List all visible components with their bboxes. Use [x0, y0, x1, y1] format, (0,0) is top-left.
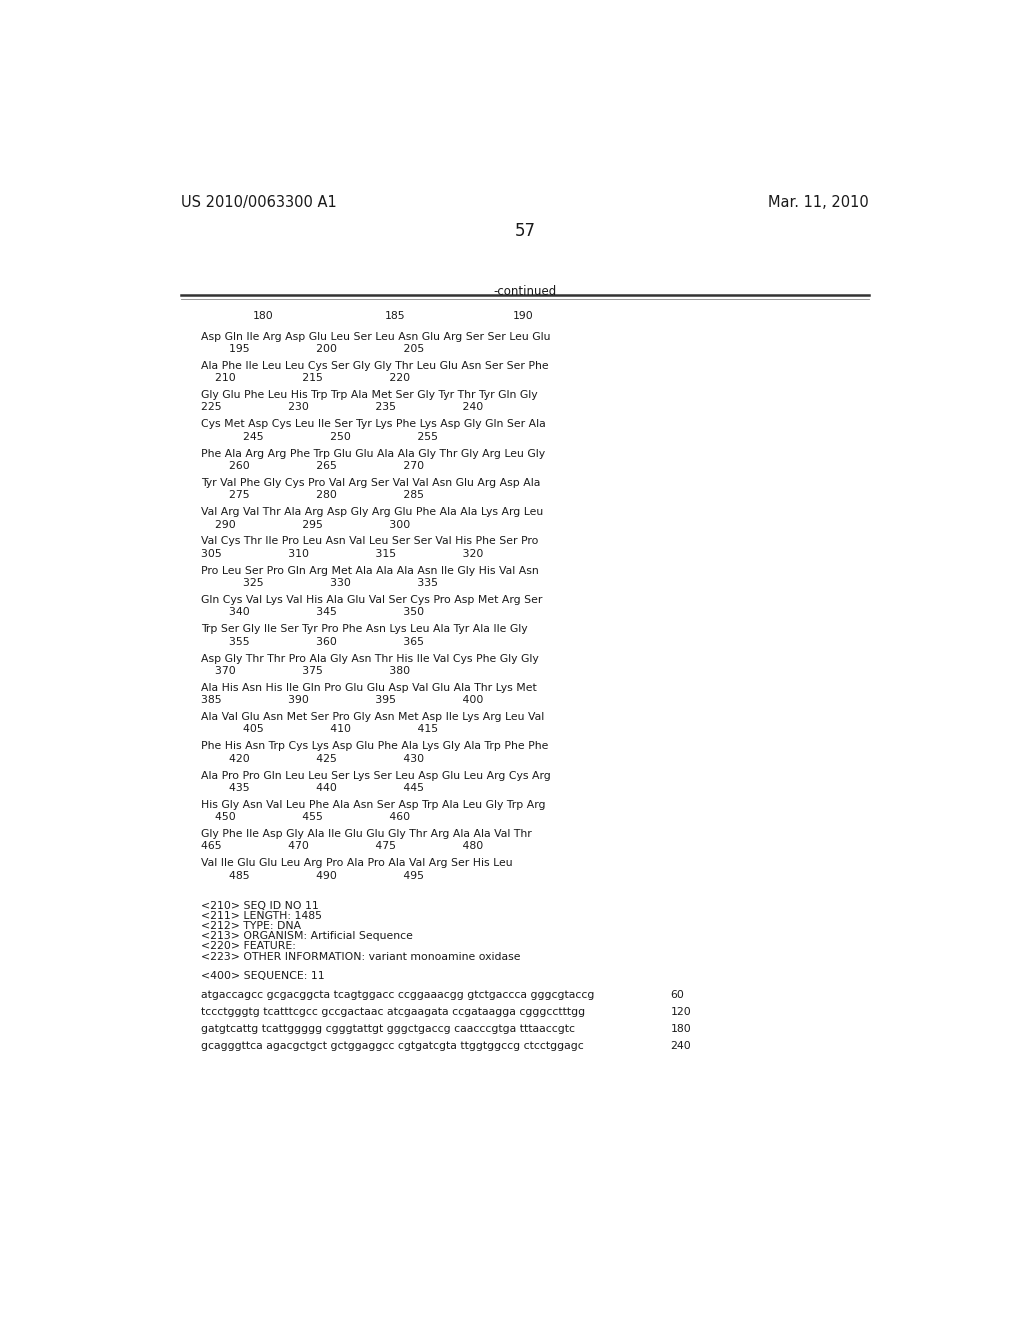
- Text: Gly Glu Phe Leu His Trp Trp Ala Met Ser Gly Tyr Thr Tyr Gln Gly: Gly Glu Phe Leu His Trp Trp Ala Met Ser …: [201, 391, 538, 400]
- Text: 420                   425                   430: 420 425 430: [201, 754, 424, 763]
- Text: Ala Pro Pro Gln Leu Leu Ser Lys Ser Leu Asp Glu Leu Arg Cys Arg: Ala Pro Pro Gln Leu Leu Ser Lys Ser Leu …: [201, 771, 551, 780]
- Text: <213> ORGANISM: Artificial Sequence: <213> ORGANISM: Artificial Sequence: [201, 932, 413, 941]
- Text: <212> TYPE: DNA: <212> TYPE: DNA: [201, 921, 301, 932]
- Text: His Gly Asn Val Leu Phe Ala Asn Ser Asp Trp Ala Leu Gly Trp Arg: His Gly Asn Val Leu Phe Ala Asn Ser Asp …: [201, 800, 546, 809]
- Text: Phe Ala Arg Arg Phe Trp Glu Glu Ala Ala Gly Thr Gly Arg Leu Gly: Phe Ala Arg Arg Phe Trp Glu Glu Ala Ala …: [201, 449, 545, 458]
- Text: 340                   345                   350: 340 345 350: [201, 607, 424, 618]
- Text: 275                   280                   285: 275 280 285: [201, 490, 424, 500]
- Text: Val Ile Glu Glu Leu Arg Pro Ala Pro Ala Val Arg Ser His Leu: Val Ile Glu Glu Leu Arg Pro Ala Pro Ala …: [201, 858, 512, 869]
- Text: <223> OTHER INFORMATION: variant monoamine oxidase: <223> OTHER INFORMATION: variant monoami…: [201, 952, 520, 961]
- Text: <211> LENGTH: 1485: <211> LENGTH: 1485: [201, 911, 322, 921]
- Text: Asp Gln Ile Arg Asp Glu Leu Ser Leu Asn Glu Arg Ser Ser Leu Glu: Asp Gln Ile Arg Asp Glu Leu Ser Leu Asn …: [201, 331, 550, 342]
- Text: 210                   215                   220: 210 215 220: [201, 374, 410, 383]
- Text: 240: 240: [671, 1040, 691, 1051]
- Text: Gly Phe Ile Asp Gly Ala Ile Glu Glu Gly Thr Arg Ala Ala Val Thr: Gly Phe Ile Asp Gly Ala Ile Glu Glu Gly …: [201, 829, 531, 840]
- Text: 225                   230                   235                   240: 225 230 235 240: [201, 403, 483, 412]
- Text: Ala Phe Ile Leu Leu Cys Ser Gly Gly Thr Leu Glu Asn Ser Ser Phe: Ala Phe Ile Leu Leu Cys Ser Gly Gly Thr …: [201, 360, 549, 371]
- Text: Phe His Asn Trp Cys Lys Asp Glu Phe Ala Lys Gly Ala Trp Phe Phe: Phe His Asn Trp Cys Lys Asp Glu Phe Ala …: [201, 742, 548, 751]
- Text: -continued: -continued: [494, 285, 556, 298]
- Text: <400> SEQUENCE: 11: <400> SEQUENCE: 11: [201, 970, 325, 981]
- Text: 60: 60: [671, 990, 684, 1001]
- Text: <220> FEATURE:: <220> FEATURE:: [201, 941, 296, 952]
- Text: 325                   330                   335: 325 330 335: [201, 578, 438, 587]
- Text: Trp Ser Gly Ile Ser Tyr Pro Phe Asn Lys Leu Ala Tyr Ala Ile Gly: Trp Ser Gly Ile Ser Tyr Pro Phe Asn Lys …: [201, 624, 527, 634]
- Text: 57: 57: [514, 222, 536, 239]
- Text: gcagggttca agacgctgct gctggaggcc cgtgatcgta ttggtggccg ctcctggagc: gcagggttca agacgctgct gctggaggcc cgtgatc…: [201, 1040, 584, 1051]
- Text: 180: 180: [671, 1024, 691, 1034]
- Text: 355                   360                   365: 355 360 365: [201, 636, 424, 647]
- Text: 195                   200                   205: 195 200 205: [201, 345, 424, 354]
- Text: 120: 120: [671, 1007, 691, 1016]
- Text: Ala Val Glu Asn Met Ser Pro Gly Asn Met Asp Ile Lys Arg Leu Val: Ala Val Glu Asn Met Ser Pro Gly Asn Met …: [201, 711, 544, 722]
- Text: Val Cys Thr Ile Pro Leu Asn Val Leu Ser Ser Val His Phe Ser Pro: Val Cys Thr Ile Pro Leu Asn Val Leu Ser …: [201, 536, 539, 546]
- Text: 485                   490                   495: 485 490 495: [201, 871, 424, 880]
- Text: Cys Met Asp Cys Leu Ile Ser Tyr Lys Phe Lys Asp Gly Gln Ser Ala: Cys Met Asp Cys Leu Ile Ser Tyr Lys Phe …: [201, 420, 546, 429]
- Text: 260                   265                   270: 260 265 270: [201, 461, 424, 471]
- Text: Pro Leu Ser Pro Gln Arg Met Ala Ala Ala Asn Ile Gly His Val Asn: Pro Leu Ser Pro Gln Arg Met Ala Ala Ala …: [201, 566, 539, 576]
- Text: 305                   310                   315                   320: 305 310 315 320: [201, 549, 483, 558]
- Text: 190: 190: [513, 312, 534, 321]
- Text: 185: 185: [385, 312, 406, 321]
- Text: Val Arg Val Thr Ala Arg Asp Gly Arg Glu Phe Ala Ala Lys Arg Leu: Val Arg Val Thr Ala Arg Asp Gly Arg Glu …: [201, 507, 543, 517]
- Text: atgaccagcc gcgacggcta tcagtggacc ccggaaacgg gtctgaccca gggcgtaccg: atgaccagcc gcgacggcta tcagtggacc ccggaaa…: [201, 990, 594, 1001]
- Text: 405                   410                   415: 405 410 415: [201, 725, 438, 734]
- Text: Mar. 11, 2010: Mar. 11, 2010: [768, 195, 869, 210]
- Text: 370                   375                   380: 370 375 380: [201, 665, 410, 676]
- Text: Ala His Asn His Ile Gln Pro Glu Glu Asp Val Glu Ala Thr Lys Met: Ala His Asn His Ile Gln Pro Glu Glu Asp …: [201, 682, 537, 693]
- Text: 290                   295                   300: 290 295 300: [201, 520, 410, 529]
- Text: Gln Cys Val Lys Val His Ala Glu Val Ser Cys Pro Asp Met Arg Ser: Gln Cys Val Lys Val His Ala Glu Val Ser …: [201, 595, 543, 605]
- Text: gatgtcattg tcattggggg cgggtattgt gggctgaccg caacccgtga tttaaccgtc: gatgtcattg tcattggggg cgggtattgt gggctga…: [201, 1024, 574, 1034]
- Text: 180: 180: [253, 312, 274, 321]
- Text: Tyr Val Phe Gly Cys Pro Val Arg Ser Val Val Asn Glu Arg Asp Ala: Tyr Val Phe Gly Cys Pro Val Arg Ser Val …: [201, 478, 541, 488]
- Text: US 2010/0063300 A1: US 2010/0063300 A1: [180, 195, 337, 210]
- Text: tccctgggtg tcatttcgcc gccgactaac atcgaagata ccgataagga cgggcctttgg: tccctgggtg tcatttcgcc gccgactaac atcgaag…: [201, 1007, 585, 1016]
- Text: <210> SEQ ID NO 11: <210> SEQ ID NO 11: [201, 902, 318, 911]
- Text: 450                   455                   460: 450 455 460: [201, 812, 410, 822]
- Text: 465                   470                   475                   480: 465 470 475 480: [201, 841, 483, 851]
- Text: 435                   440                   445: 435 440 445: [201, 783, 424, 793]
- Text: Asp Gly Thr Thr Pro Ala Gly Asn Thr His Ile Val Cys Phe Gly Gly: Asp Gly Thr Thr Pro Ala Gly Asn Thr His …: [201, 653, 539, 664]
- Text: 385                   390                   395                   400: 385 390 395 400: [201, 696, 483, 705]
- Text: 245                   250                   255: 245 250 255: [201, 432, 438, 442]
